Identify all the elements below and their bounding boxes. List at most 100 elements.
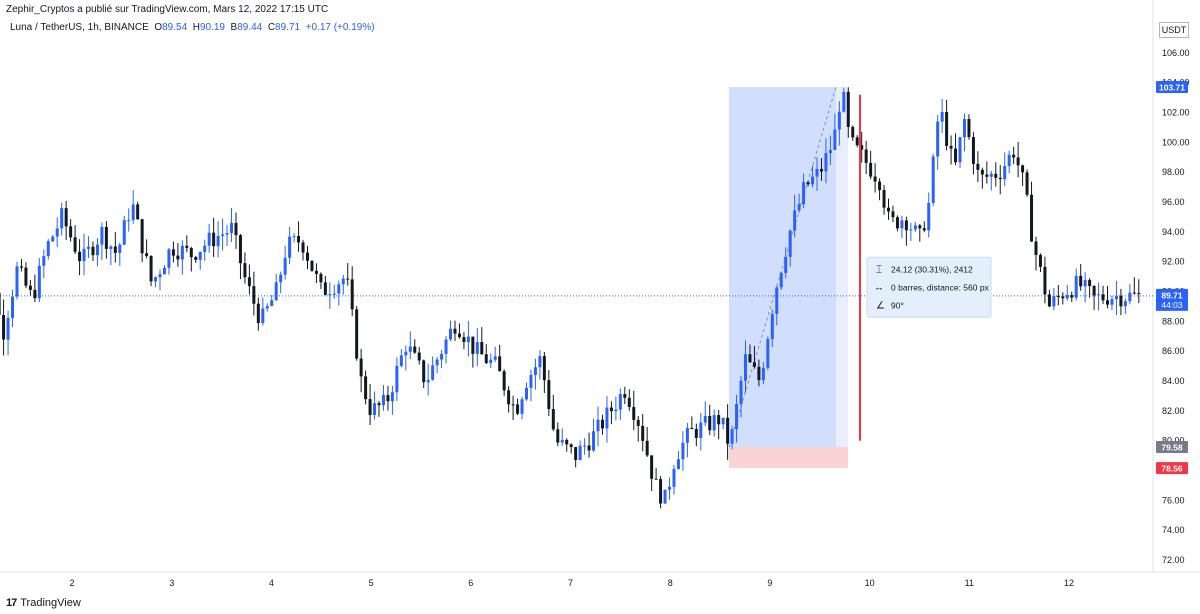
tradingview-brand[interactable]: 17 TradingView <box>6 597 81 609</box>
candle <box>672 464 676 495</box>
candle-body <box>399 355 403 366</box>
candle-body <box>533 367 537 375</box>
candle <box>516 398 520 416</box>
candle <box>511 395 515 420</box>
candle-body <box>913 225 917 230</box>
candle-body <box>757 366 761 381</box>
candle-body <box>1038 254 1042 267</box>
candle-body <box>109 246 113 249</box>
x-tick-label: 10 <box>865 578 875 588</box>
candle-body <box>60 208 64 229</box>
candle-body <box>426 379 430 383</box>
candle-body <box>1047 294 1051 307</box>
candle-body <box>78 251 82 262</box>
candle <box>288 226 292 265</box>
candle <box>614 396 618 421</box>
candle-body <box>618 394 622 410</box>
candle-body <box>91 246 95 256</box>
candle <box>819 158 823 181</box>
candle-body <box>605 407 609 429</box>
low-price-tag-bg <box>1156 440 1188 453</box>
candle <box>524 382 528 401</box>
candle <box>1016 142 1020 178</box>
candle <box>913 221 917 232</box>
candle-body <box>802 182 806 205</box>
candle <box>261 297 265 326</box>
candle <box>399 349 403 368</box>
candle <box>811 165 815 188</box>
candle <box>328 282 332 309</box>
candle-body <box>95 244 99 256</box>
candle <box>980 167 984 189</box>
candle <box>359 348 363 393</box>
candle <box>976 151 980 182</box>
candle <box>600 414 604 435</box>
candle-body <box>122 220 126 245</box>
candle-body <box>279 274 283 283</box>
candle-body <box>779 272 783 288</box>
candle <box>104 221 108 259</box>
candle-body <box>480 342 484 355</box>
candle <box>770 309 774 348</box>
candle <box>685 423 689 458</box>
candle <box>1034 236 1038 271</box>
candle-body <box>569 444 573 448</box>
candle <box>131 190 135 224</box>
candle-body <box>118 244 122 253</box>
range-diagonal <box>728 86 837 448</box>
candle-body <box>1016 157 1020 166</box>
candle <box>1003 152 1007 186</box>
high-price-tag-bg <box>1156 81 1188 94</box>
candle-body <box>936 121 940 157</box>
candle <box>69 219 73 242</box>
candle <box>855 135 859 148</box>
candle <box>958 136 962 168</box>
candle <box>605 396 609 443</box>
candle-body <box>212 232 216 247</box>
candle <box>301 239 305 261</box>
candle-body <box>788 230 792 257</box>
candle-body <box>690 428 694 430</box>
candle <box>2 299 6 356</box>
candle <box>221 218 225 251</box>
y-tick-label: 84.00 <box>1162 376 1185 386</box>
candle <box>748 344 752 363</box>
candle-body <box>1079 275 1083 287</box>
candle-body <box>453 328 457 334</box>
lower-price-tag: 78.56 <box>1161 464 1183 474</box>
candle-body <box>900 220 904 229</box>
candle-body <box>511 404 515 406</box>
candle <box>11 289 15 328</box>
candle <box>1123 298 1127 315</box>
candle <box>815 157 819 191</box>
candle <box>1079 263 1083 291</box>
candle-body <box>104 226 108 249</box>
candle <box>971 132 975 175</box>
candle <box>873 163 877 193</box>
candle-body <box>971 137 975 164</box>
currency-button[interactable]: USDT <box>1159 22 1189 38</box>
candle <box>596 406 600 447</box>
candle <box>167 247 171 275</box>
candle <box>350 266 354 317</box>
candle <box>305 245 309 270</box>
candle-body <box>507 390 511 405</box>
candle-body <box>565 439 569 445</box>
candle <box>484 344 488 365</box>
candle <box>203 239 207 261</box>
y-tick-label: 76.00 <box>1162 495 1185 505</box>
candle-body <box>55 228 59 237</box>
candle <box>529 369 533 402</box>
x-tick-label: 6 <box>468 578 473 588</box>
candle <box>332 284 336 299</box>
candle-body <box>145 253 149 256</box>
candle <box>1101 285 1105 305</box>
candle-body <box>1128 292 1132 302</box>
candle-body <box>136 204 140 220</box>
candle-body <box>140 219 144 254</box>
y-tick-label: 82.00 <box>1162 406 1185 416</box>
candle <box>91 241 95 262</box>
candle-body <box>381 395 385 406</box>
candle-body <box>359 358 363 377</box>
